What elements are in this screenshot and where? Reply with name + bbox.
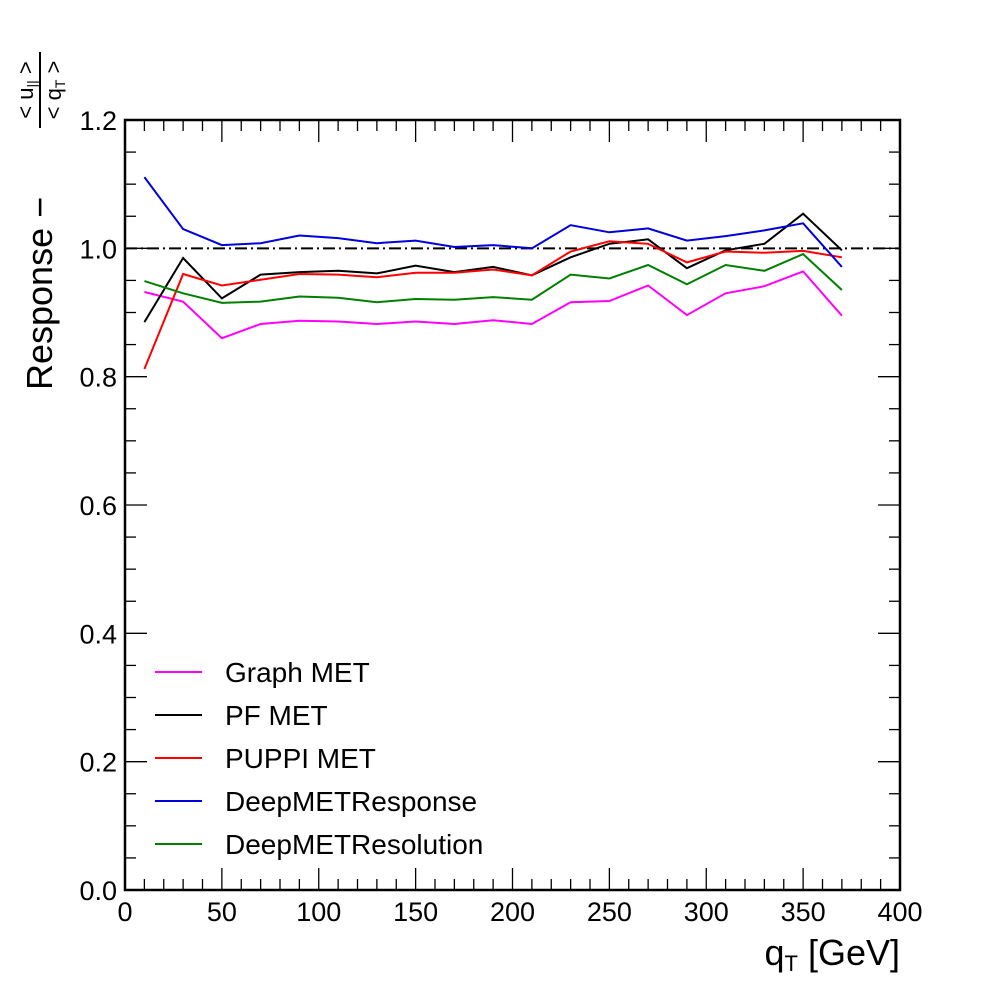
x-tick-label: 250 <box>587 897 632 927</box>
x-tick-label: 150 <box>393 897 438 927</box>
legend-label: PF MET <box>225 700 328 731</box>
y-tick-label: 0.4 <box>79 619 117 649</box>
x-tick-label: 350 <box>781 897 826 927</box>
legend: Graph MET PF MET PUPPI MET DeepMETResponse D… <box>155 657 483 860</box>
x-tick-label: 200 <box>490 897 535 927</box>
x-axis-title-main: q <box>764 932 784 973</box>
y-axis-fraction-denominator: < qT > <box>41 61 68 120</box>
series-line-deepmetresolution <box>144 252 843 304</box>
plot-frame <box>123 118 902 892</box>
series-line-pf-met <box>143 212 843 323</box>
legend-label: DeepMETResponse <box>225 786 477 817</box>
x-tick-label: 50 <box>207 897 237 927</box>
x-tick-label: 100 <box>296 897 341 927</box>
y-axis-fraction-numerator: < u|| > <box>13 61 40 118</box>
x-axis-title: qT [GeV] <box>764 932 900 976</box>
legend-label: Graph MET <box>225 657 370 688</box>
y-tick-label: 1.0 <box>79 234 117 264</box>
legend-label: DeepMETResolution <box>225 829 483 860</box>
y-tick-label: 0.8 <box>79 363 117 393</box>
y-axis-title: Response − < u|| > < qT > <box>13 52 68 390</box>
series-line-puppi-met <box>143 240 843 370</box>
series-line-graph-met <box>144 270 843 340</box>
x-tick-label: 400 <box>877 897 922 927</box>
tick-labels: 0 50 100 150 200 250 300 350 400 0.0 0.2 0.4 0.6 0.8 1… <box>79 106 922 927</box>
x-axis-title-subscript: T <box>785 951 798 976</box>
x-tick-label: 0 <box>117 897 132 927</box>
series-lines <box>143 176 843 370</box>
y-axis-title-fraction: < u|| > < qT > <box>13 52 68 128</box>
legend-label: PUPPI MET <box>225 743 376 774</box>
y-tick-label: 0.2 <box>79 748 117 778</box>
y-axis-title-main: Response − <box>19 197 60 390</box>
y-tick-label: 1.2 <box>79 106 117 136</box>
series-line-deepmetresponse <box>143 176 843 268</box>
x-tick-label: 300 <box>684 897 729 927</box>
y-tick-label: 0.0 <box>79 876 117 906</box>
x-axis-title-unit: [GeV] <box>808 932 900 973</box>
y-tick-label: 0.6 <box>79 491 117 521</box>
